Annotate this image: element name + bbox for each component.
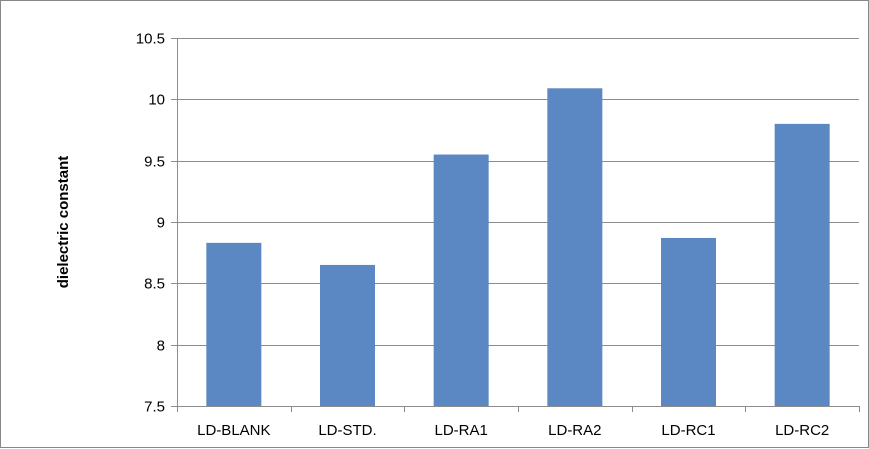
- bar-ld-blank: [206, 242, 262, 406]
- x-tick-label: LD-RA1: [434, 422, 487, 439]
- bar-ld-rc2: [774, 123, 830, 406]
- y-tick-label: 10: [148, 92, 165, 109]
- x-tick-label: LD-STD.: [318, 422, 376, 439]
- y-axis-title: dielectric constant: [55, 156, 72, 289]
- bar-ld-ra1: [433, 154, 489, 406]
- bars: [206, 88, 830, 406]
- y-tick-label: 9: [157, 215, 165, 232]
- x-tick-label: LD-RC1: [661, 422, 715, 439]
- bar-ld-rc1: [661, 237, 716, 406]
- axes: [171, 38, 860, 412]
- y-tick-label: 10.5: [136, 31, 165, 48]
- y-tick-label: 8: [157, 338, 165, 355]
- y-tick-label: 9.5: [144, 154, 165, 171]
- x-tick-label: LD-RC2: [775, 422, 829, 439]
- y-tick-label: 7.5: [144, 399, 165, 416]
- x-tick-label: LD-RA2: [548, 422, 601, 439]
- gridlines: [177, 38, 859, 346]
- bar-ld-std: [320, 264, 375, 406]
- y-tick-label: 8.5: [144, 276, 165, 293]
- y-tick-labels: 7.5 8 8.5 9 9.5 10 10.5: [136, 31, 165, 416]
- x-tick-labels: LD-BLANK LD-STD. LD-RA1 LD-RA2 LD-RC1 LD-RC2: [197, 422, 829, 439]
- x-tick-label: LD-BLANK: [197, 422, 270, 439]
- bar-ld-ra2: [547, 88, 603, 406]
